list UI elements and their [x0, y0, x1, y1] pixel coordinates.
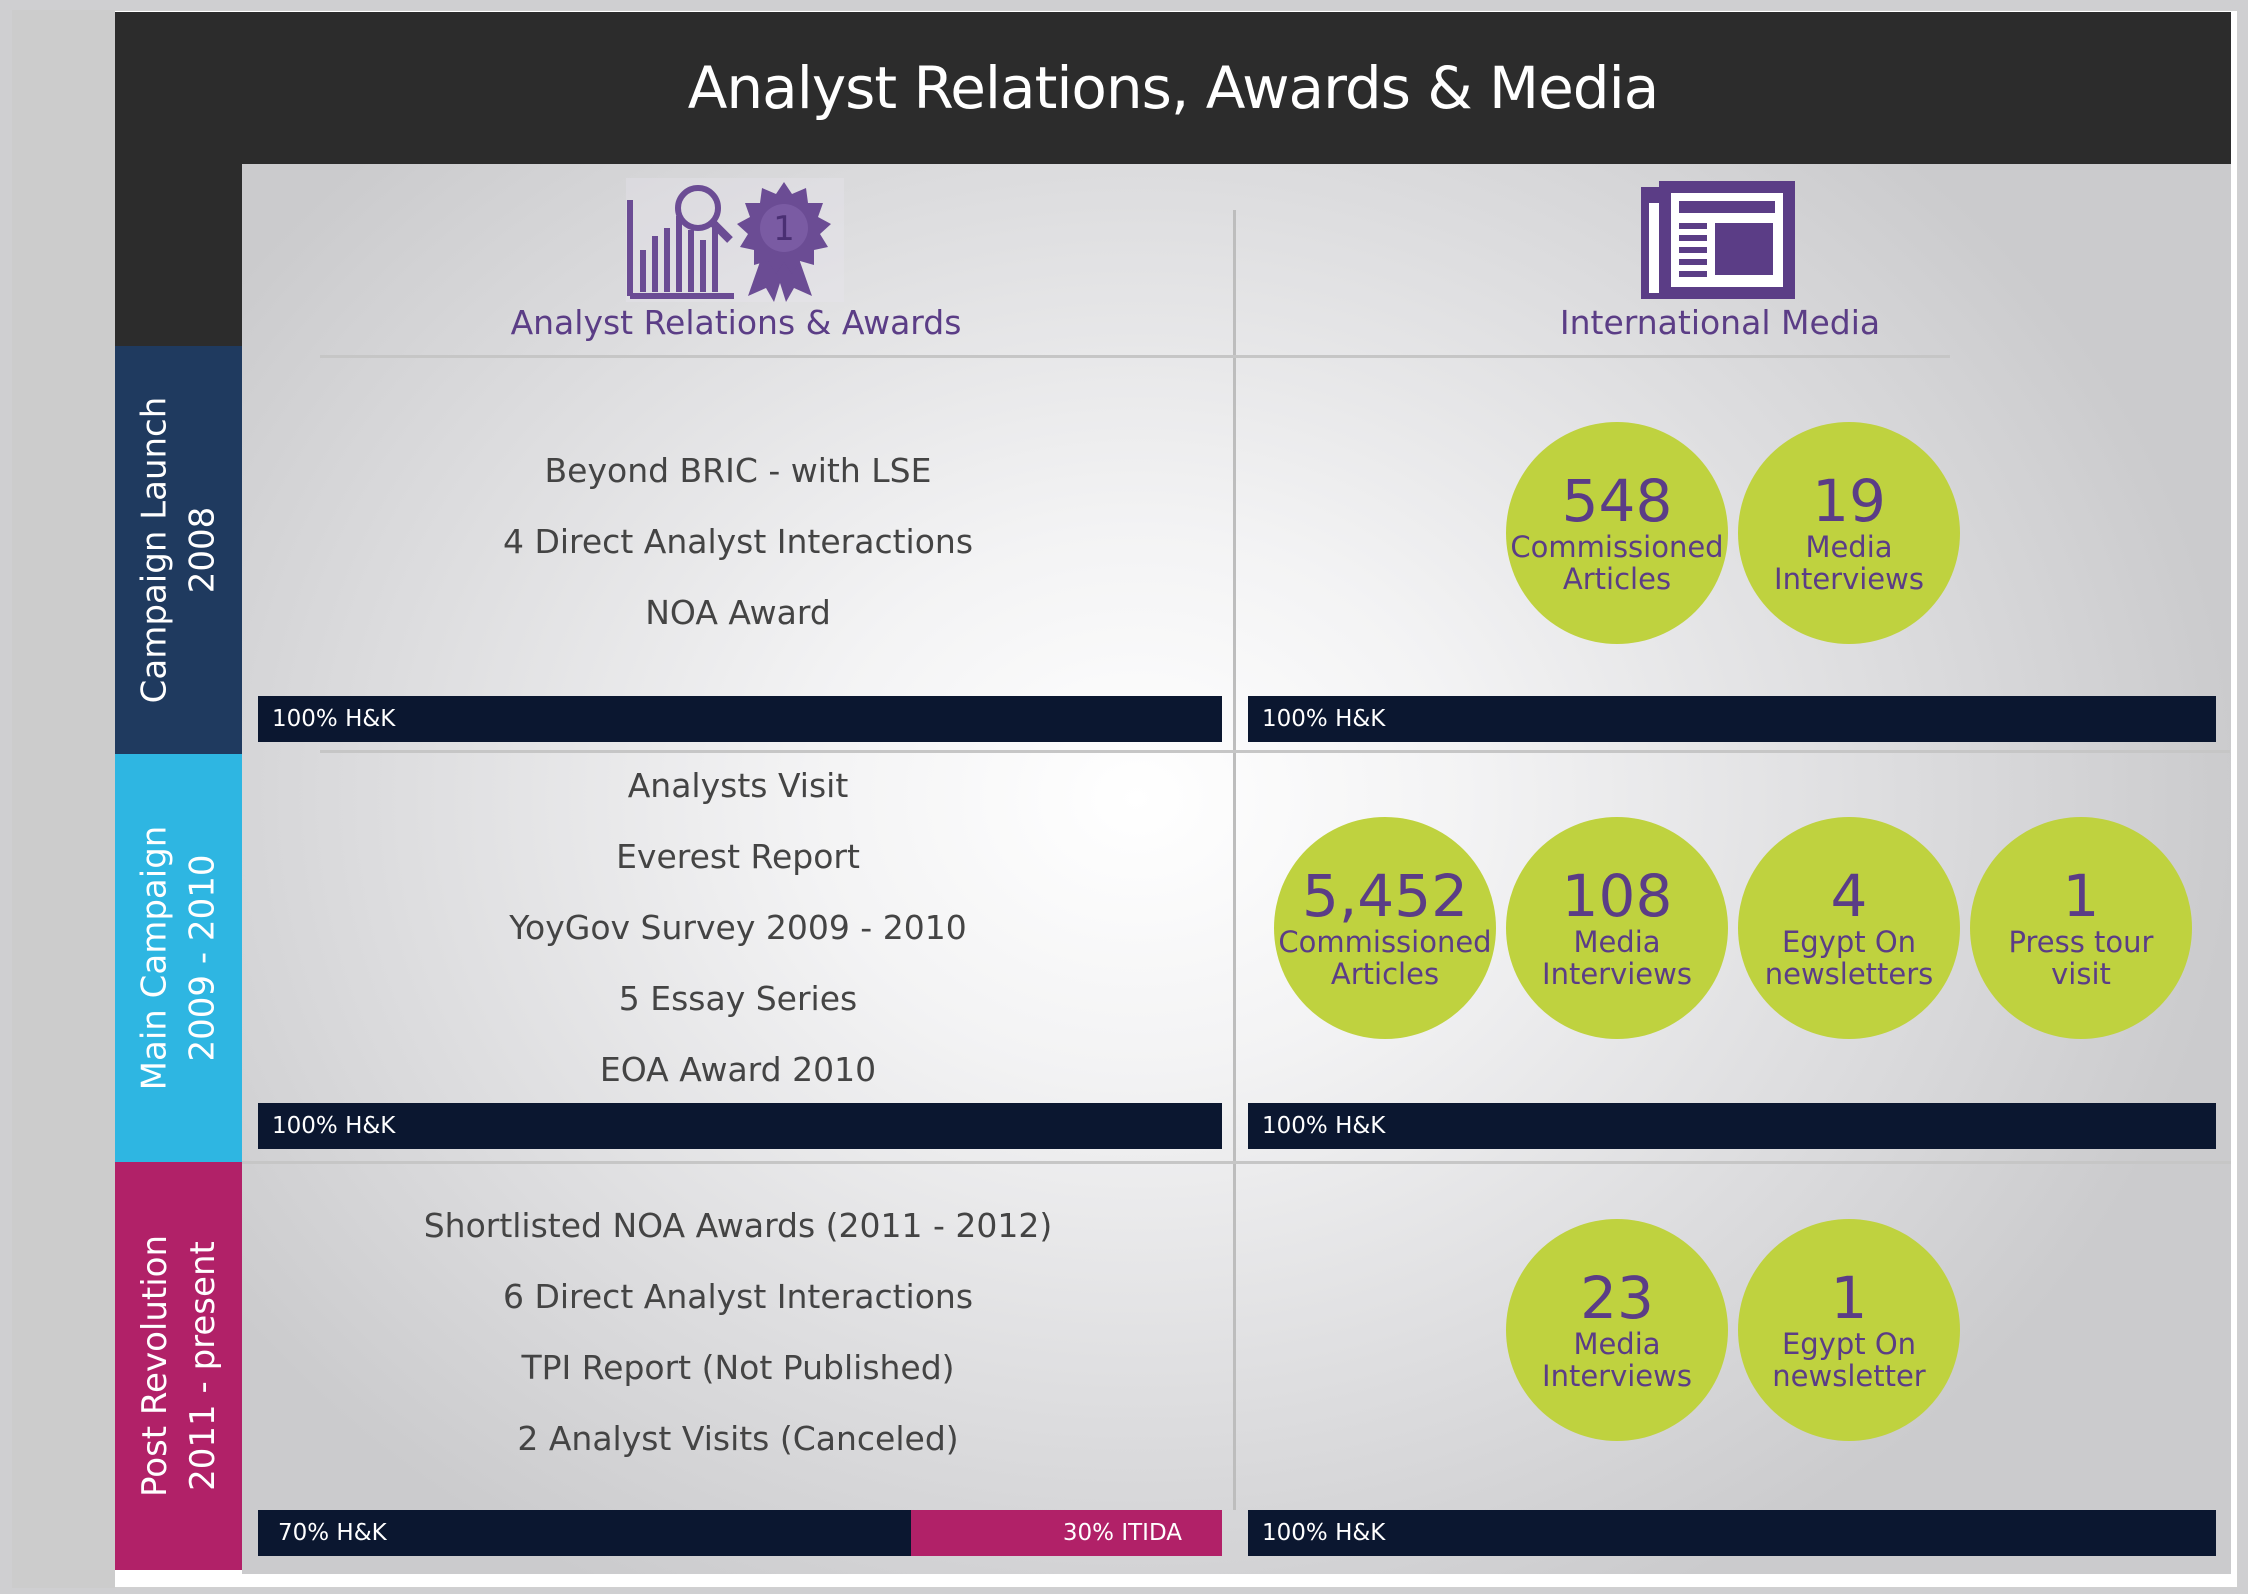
stat-label: Egypt On newsletter	[1772, 1327, 1926, 1393]
stat-label: Commissioned Articles	[1510, 530, 1724, 596]
phase-label-main-campaign: Main Campaign 2009 - 2010	[115, 754, 242, 1162]
column-divider	[1233, 210, 1236, 1510]
list-item: TPI Report (Not Published)	[521, 1348, 955, 1387]
stat-number: 548	[1561, 467, 1673, 535]
media-stat-circle: 108 Media Interviews	[1506, 817, 1728, 1039]
attribution-bar-analyst-3: 70% H&K 30% ITIDA	[258, 1510, 1222, 1556]
column-header-media: International Media	[1559, 303, 1881, 342]
stat-number: 1	[2062, 862, 2100, 930]
media-stat-circle: 548 Commissioned Articles	[1506, 422, 1728, 644]
list-item: 2 Analyst Visits (Canceled)	[517, 1419, 959, 1458]
itida-share-segment: 30% ITIDA	[910, 1510, 1222, 1556]
list-item: 5 Essay Series	[618, 979, 858, 1018]
stat-label: Egypt On newsletters	[1764, 925, 1934, 991]
list-item: Shortlisted NOA Awards (2011 - 2012)	[423, 1206, 1053, 1245]
media-stat-circle: 1 Press tour visit	[1970, 817, 2192, 1039]
column-header-analyst: Analyst Relations & Awards	[510, 303, 962, 342]
page-title: Analyst Relations, Awards & Media	[687, 54, 1660, 122]
phase-label-post-revolution: Post Revolution 2011 - present	[115, 1162, 242, 1570]
stat-label: Media Interviews	[1774, 530, 1924, 596]
header-band	[115, 12, 2231, 164]
media-stat-circle: 23 Media Interviews	[1506, 1219, 1728, 1441]
hk-share-segment: 70% H&K	[258, 1510, 911, 1556]
attribution-bar-analyst-2: 100% H&K	[258, 1103, 1222, 1149]
attribution-bar-analyst-1: 100% H&K	[258, 696, 1222, 742]
award-ribbon-icon: 1	[737, 182, 831, 302]
row-divider-1	[320, 750, 2230, 753]
stat-label: Media Interviews	[1542, 925, 1692, 991]
list-item: 6 Direct Analyst Interactions	[502, 1277, 974, 1316]
stat-number: 1	[1830, 1264, 1868, 1332]
attribution-bar-media-1: 100% H&K	[1248, 696, 2216, 742]
left-margin-strip	[12, 10, 115, 1588]
list-item: Analysts Visit	[627, 766, 849, 805]
stat-number: 5,452	[1301, 862, 1469, 930]
stat-number: 19	[1812, 467, 1886, 535]
analyst-list-phase-3: Shortlisted NOA Awards (2011 - 2012) 6 D…	[248, 1190, 1228, 1474]
stat-label: Commissioned Articles	[1278, 925, 1492, 991]
stat-label: Press tour visit	[2008, 925, 2154, 991]
award-badge-number: 1	[773, 209, 795, 249]
list-item: YoyGov Survey 2009 - 2010	[509, 908, 967, 947]
list-item: NOA Award	[645, 593, 831, 632]
attribution-bar-media-2: 100% H&K	[1248, 1103, 2216, 1149]
stat-number: 108	[1561, 862, 1673, 930]
media-stat-circle: 19 Media Interviews	[1738, 422, 1960, 644]
stat-label: Media Interviews	[1542, 1327, 1692, 1393]
list-item: Beyond BRIC - with LSE	[544, 451, 932, 490]
header-divider	[320, 355, 1950, 358]
media-stat-circle: 1 Egypt On newsletter	[1738, 1219, 1960, 1441]
header-corner	[115, 164, 242, 346]
list-item: 4 Direct Analyst Interactions	[502, 522, 974, 561]
analyst-list-phase-2: Analysts Visit Everest Report YoyGov Sur…	[248, 750, 1228, 1105]
row-divider-2	[242, 1161, 2231, 1164]
analyst-icons: 1	[626, 178, 844, 302]
list-item: EOA Award 2010	[599, 1050, 877, 1089]
stat-number: 23	[1580, 1264, 1654, 1332]
media-stat-circle: 4 Egypt On newsletters	[1738, 817, 1960, 1039]
phase-label-campaign-launch: Campaign Launch 2008	[115, 346, 242, 754]
list-item: Everest Report	[616, 837, 860, 876]
analyst-list-phase-1: Beyond BRIC - with LSE 4 Direct Analyst …	[248, 435, 1228, 648]
media-stat-circle: 5,452 Commissioned Articles	[1274, 817, 1496, 1039]
stat-number: 4	[1830, 862, 1868, 930]
newspaper-icon	[1641, 181, 1795, 299]
attribution-bar-media-3: 100% H&K	[1248, 1510, 2216, 1556]
